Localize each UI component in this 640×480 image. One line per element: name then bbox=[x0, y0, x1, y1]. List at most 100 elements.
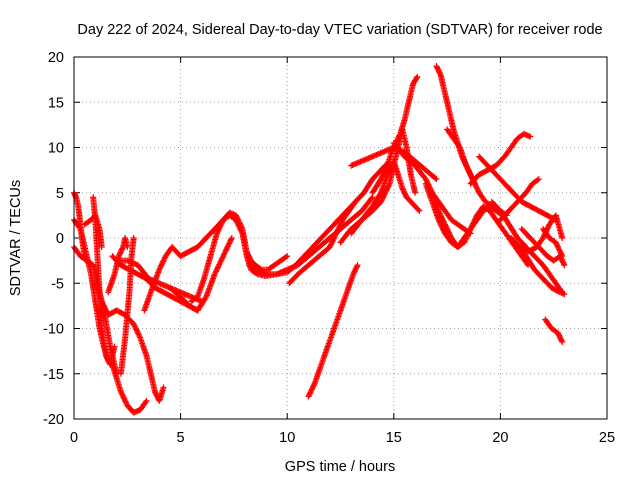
data-point bbox=[379, 194, 386, 201]
data-series bbox=[286, 198, 359, 287]
data-point bbox=[379, 196, 386, 203]
data-point bbox=[443, 225, 450, 232]
data-point bbox=[236, 225, 243, 232]
data-point bbox=[463, 235, 470, 242]
data-point bbox=[158, 261, 165, 268]
data-point bbox=[233, 218, 240, 225]
data-point bbox=[221, 250, 228, 257]
data-point bbox=[306, 392, 313, 399]
data-point bbox=[133, 327, 140, 334]
data-point bbox=[468, 223, 475, 230]
data-point bbox=[465, 230, 472, 237]
data-point bbox=[216, 225, 223, 232]
data-series bbox=[444, 126, 510, 219]
y-tick-label: 15 bbox=[48, 95, 64, 111]
data-point bbox=[379, 173, 386, 180]
data-point bbox=[330, 237, 337, 244]
data-point bbox=[305, 393, 312, 400]
data-point bbox=[379, 172, 386, 179]
data-point bbox=[130, 320, 137, 327]
data-point bbox=[306, 390, 313, 397]
data-point bbox=[337, 220, 344, 227]
data-point bbox=[378, 174, 385, 181]
data-point bbox=[383, 165, 390, 172]
data-point bbox=[466, 169, 473, 176]
data-point bbox=[471, 217, 478, 224]
data-point bbox=[557, 250, 564, 257]
data-series bbox=[348, 144, 440, 183]
data-point bbox=[215, 262, 222, 269]
data-series bbox=[141, 209, 291, 314]
data-point bbox=[282, 254, 289, 261]
y-axis-label: SDTVAR / TECUs bbox=[8, 180, 24, 296]
data-point bbox=[334, 227, 341, 234]
data-point bbox=[333, 229, 340, 236]
data-point bbox=[213, 267, 220, 274]
data-point bbox=[227, 237, 234, 244]
data-point bbox=[331, 234, 338, 241]
data-point bbox=[222, 247, 229, 254]
data-point bbox=[332, 231, 339, 238]
data-point bbox=[228, 236, 235, 243]
data-point bbox=[326, 244, 333, 251]
data-point bbox=[220, 253, 227, 260]
data-point bbox=[463, 162, 470, 169]
data-point bbox=[437, 70, 444, 77]
data-point bbox=[463, 163, 470, 170]
data-point bbox=[131, 322, 138, 329]
data-point bbox=[214, 265, 221, 272]
data-point bbox=[223, 246, 230, 253]
data-point bbox=[377, 190, 384, 197]
data-point bbox=[103, 307, 110, 314]
y-tick-label: 0 bbox=[56, 231, 64, 247]
data-point bbox=[98, 298, 105, 305]
data-point bbox=[464, 232, 471, 239]
data-point bbox=[382, 166, 389, 173]
data-series bbox=[305, 262, 361, 400]
data-point bbox=[354, 262, 361, 269]
data-point bbox=[438, 214, 445, 221]
data-point bbox=[440, 218, 447, 225]
data-point bbox=[101, 305, 108, 312]
axis-ticks: 0 5 10 15 20 25 -20 -15 -10 -5 0 5 10 15 20 bbox=[43, 50, 615, 446]
x-tick-label: 10 bbox=[279, 430, 295, 446]
data-point bbox=[135, 330, 142, 337]
data-point bbox=[412, 189, 419, 196]
data-point bbox=[157, 263, 164, 270]
data-series bbox=[117, 235, 137, 377]
data-point bbox=[238, 229, 245, 236]
data-point bbox=[99, 299, 106, 306]
data-point bbox=[415, 206, 422, 213]
data-point bbox=[121, 395, 128, 402]
y-tick-label: -20 bbox=[43, 412, 64, 428]
data-series bbox=[540, 225, 566, 260]
data-point bbox=[436, 210, 443, 217]
data-point bbox=[237, 226, 244, 233]
data-point bbox=[353, 263, 360, 270]
data-point bbox=[553, 240, 560, 247]
data-point bbox=[226, 239, 233, 246]
data-point bbox=[338, 219, 345, 226]
data-point bbox=[122, 398, 129, 405]
data-point bbox=[111, 343, 118, 350]
data-point bbox=[440, 217, 447, 224]
x-tick-label: 0 bbox=[70, 430, 78, 446]
data-point bbox=[438, 213, 445, 220]
data-point bbox=[468, 173, 475, 180]
data-point bbox=[212, 269, 219, 276]
data-point bbox=[335, 226, 342, 233]
data-point bbox=[214, 264, 221, 271]
data-point bbox=[467, 172, 474, 179]
data-point bbox=[383, 163, 390, 170]
data-point bbox=[308, 386, 315, 393]
data-point bbox=[444, 226, 451, 233]
data-point bbox=[416, 207, 423, 214]
data-point bbox=[535, 176, 542, 183]
data-series bbox=[166, 235, 235, 314]
data-point bbox=[474, 185, 481, 192]
y-tick-label: -10 bbox=[43, 322, 64, 338]
data-point bbox=[466, 228, 473, 235]
data-point bbox=[119, 392, 126, 399]
data-point bbox=[470, 219, 477, 226]
data-point bbox=[118, 390, 125, 397]
